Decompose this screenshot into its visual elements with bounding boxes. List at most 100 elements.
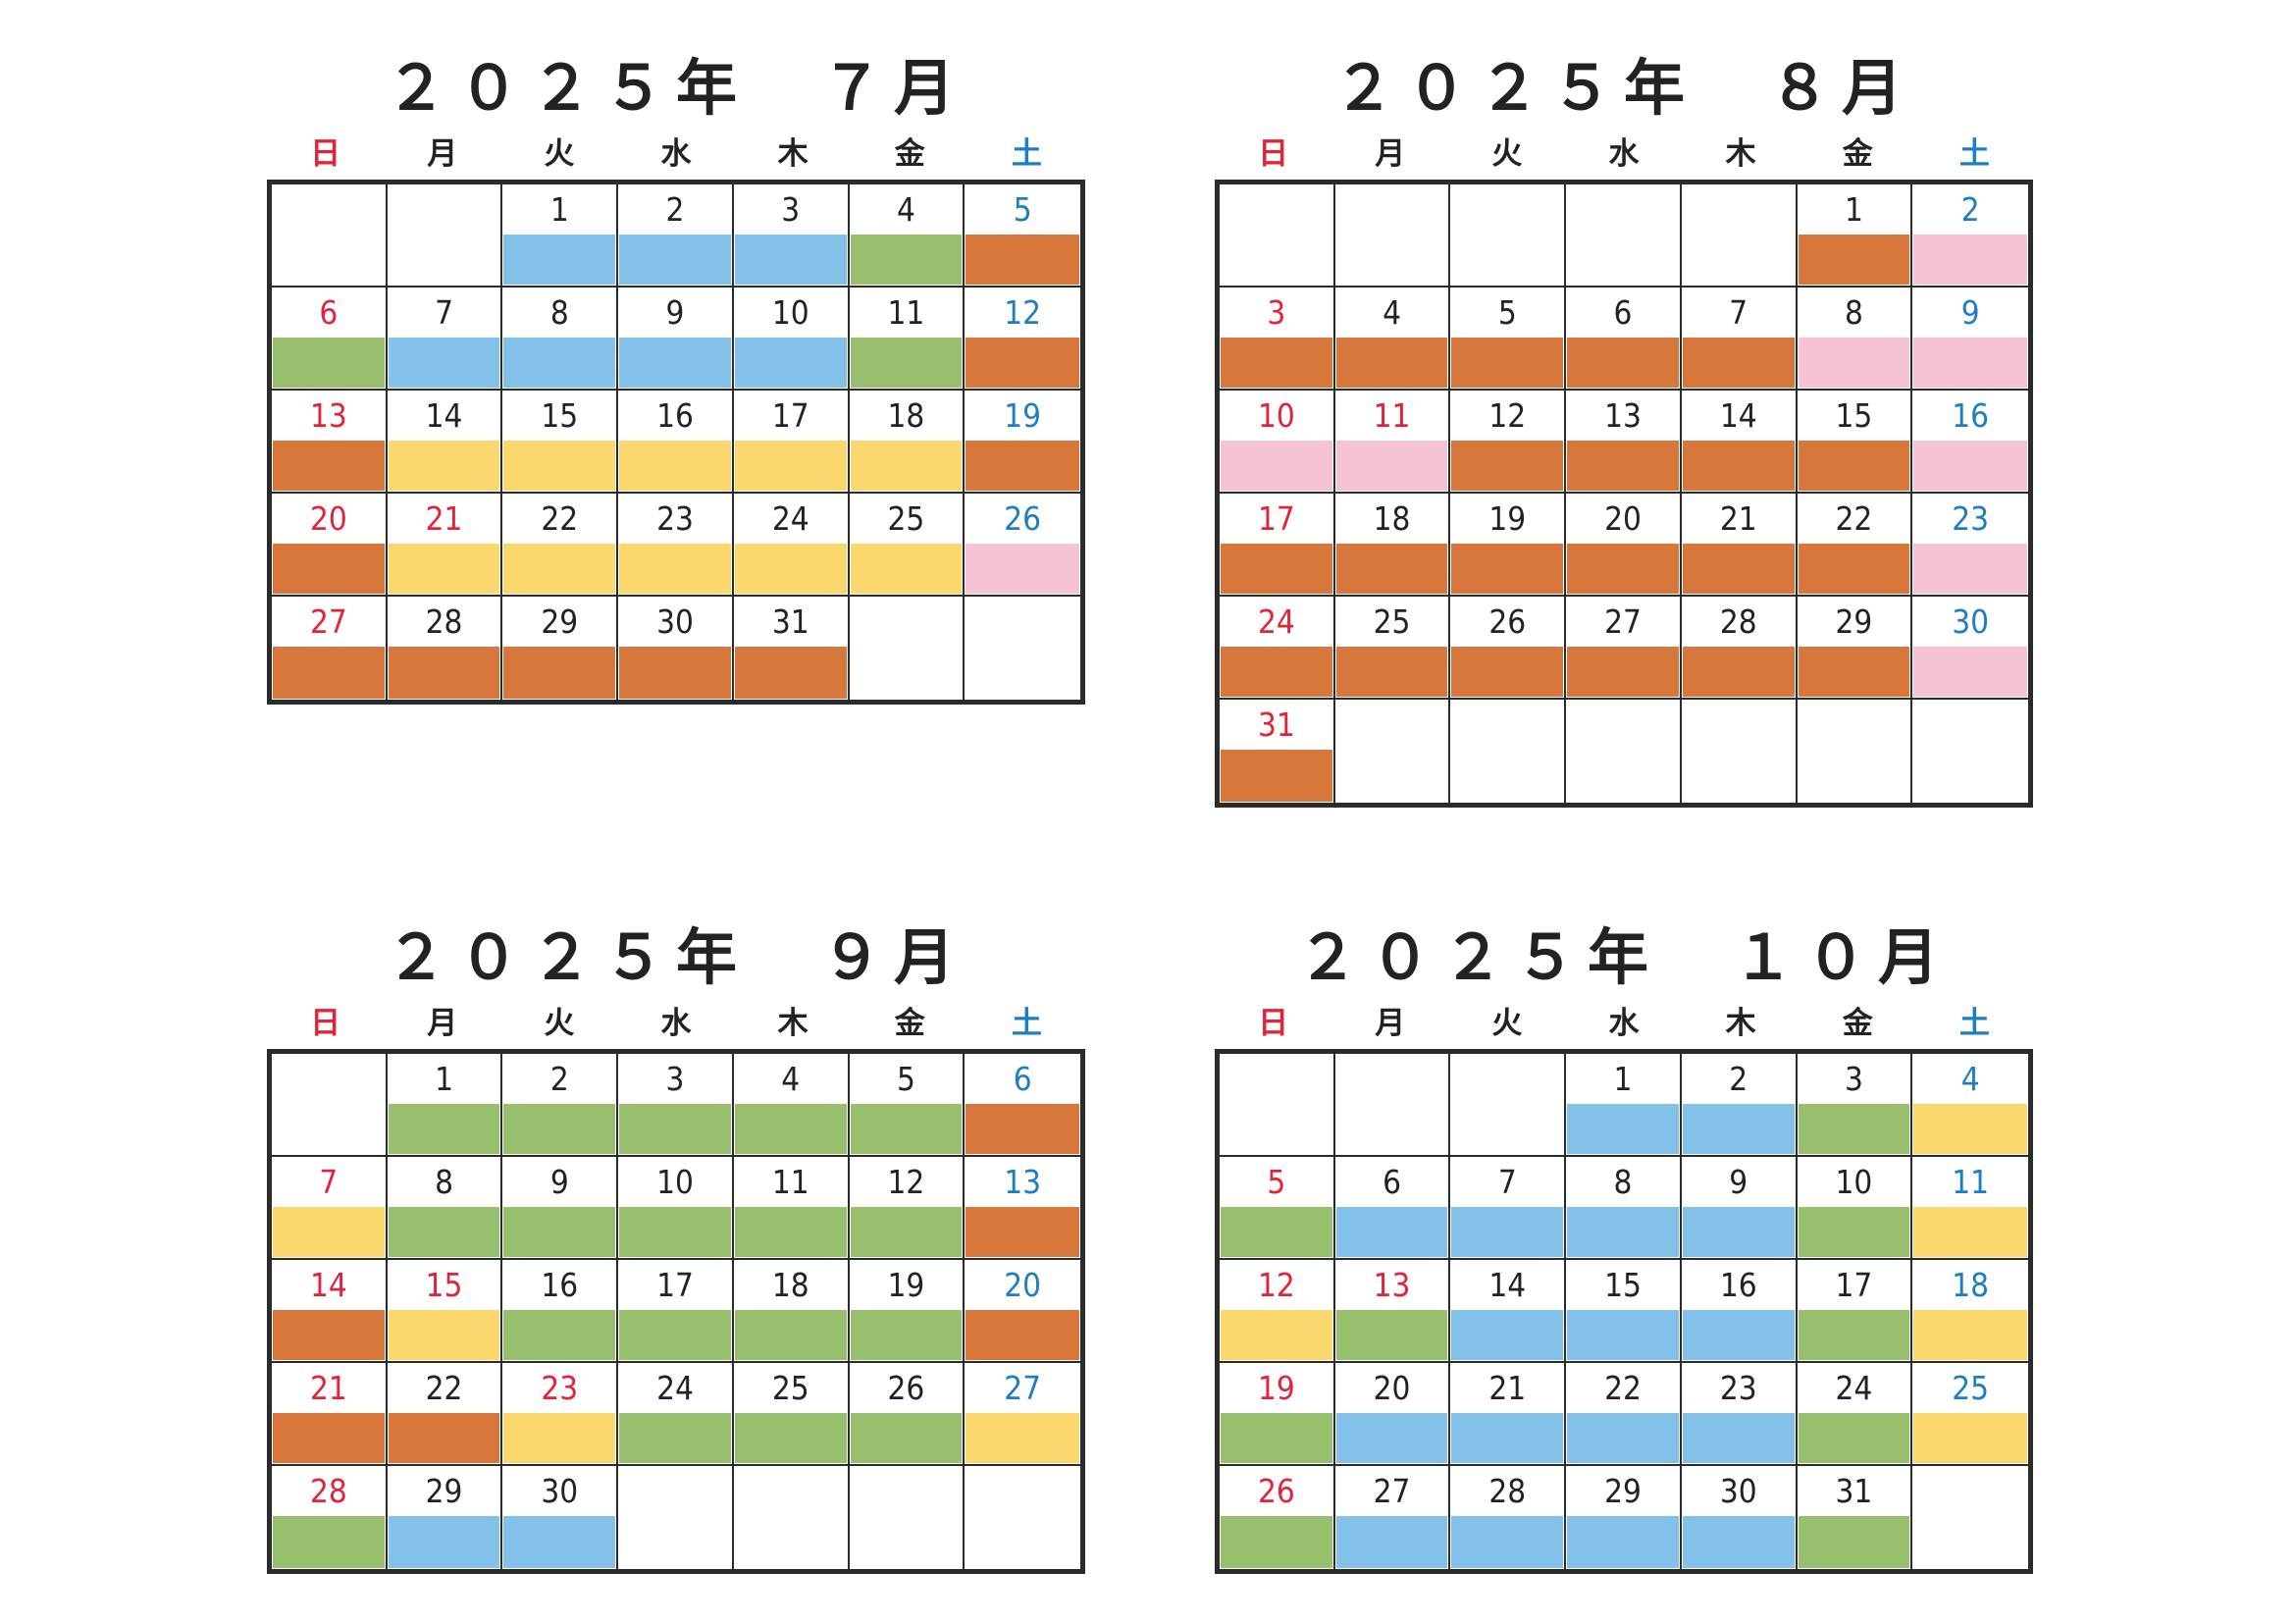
schedule-band — [1798, 1310, 1910, 1360]
day-cell: 25 — [733, 1363, 850, 1466]
day-cell: 7 — [387, 288, 503, 391]
day-cell: 6 — [1566, 288, 1682, 391]
day-number: 18 — [887, 396, 925, 435]
weekday-label: 月 — [427, 1006, 458, 1041]
empty-cell — [965, 1466, 1080, 1569]
schedule-band — [734, 235, 847, 285]
day-cell: 24 — [618, 1363, 734, 1466]
day-number: 3 — [665, 1060, 685, 1098]
empty-cell — [965, 597, 1080, 700]
day-cell: 11 — [1912, 1157, 2028, 1260]
weekday-label: 日 — [310, 136, 341, 172]
day-number: 9 — [665, 293, 685, 332]
day-cell: 21 — [272, 1363, 388, 1466]
schedule-band — [1682, 544, 1795, 594]
day-cell: 27 — [965, 1363, 1080, 1466]
weekday-label: 水 — [660, 136, 692, 172]
day-cell: 1 — [1566, 1054, 1682, 1157]
schedule-band — [388, 1413, 500, 1463]
day-number: 10 — [1257, 396, 1295, 435]
day-cell: 17 — [733, 391, 850, 494]
weekday-label: 火 — [544, 1006, 575, 1041]
weekday-label: 木 — [1725, 1006, 1756, 1041]
day-cell: 23 — [502, 1363, 619, 1466]
day-cell: 12 — [1450, 391, 1567, 494]
day-number: 15 — [541, 396, 579, 435]
weekday-label: 金 — [1842, 1006, 1873, 1041]
day-number: 21 — [1719, 499, 1757, 538]
weekday-label: 土 — [1958, 136, 1990, 172]
day-cell: 13 — [272, 391, 388, 494]
day-number: 23 — [1719, 1369, 1757, 1407]
day-cell: 23 — [1681, 1363, 1798, 1466]
schedule-band — [850, 338, 963, 388]
day-cell: 15 — [1797, 391, 1913, 494]
day-cell: 4 — [849, 184, 965, 288]
weekday-label: 月 — [1375, 136, 1406, 172]
day-number: 3 — [1267, 293, 1286, 332]
empty-cell — [272, 1054, 388, 1157]
schedule-band — [734, 441, 847, 491]
schedule-band — [850, 1310, 963, 1360]
day-number: 31 — [1257, 706, 1295, 744]
day-cell: 2 — [1681, 1054, 1798, 1157]
day-number: 9 — [549, 1163, 569, 1201]
schedule-band — [273, 1310, 385, 1360]
day-number: 9 — [1729, 1163, 1748, 1201]
schedule-band — [1682, 1207, 1795, 1257]
day-number: 14 — [309, 1266, 347, 1304]
day-number: 28 — [425, 602, 463, 641]
day-cell: 26 — [1220, 1466, 1335, 1569]
day-cell: 31 — [1798, 1466, 1913, 1569]
day-cell: 26 — [965, 494, 1080, 597]
schedule-band — [1798, 1207, 1910, 1257]
day-cell: 19 — [1450, 494, 1567, 597]
day-cell: 9 — [502, 1157, 619, 1260]
day-number: 4 — [1960, 1060, 1980, 1098]
schedule-band — [1913, 1310, 2027, 1360]
schedule-band — [503, 338, 616, 388]
weekday-label: 土 — [1011, 136, 1042, 172]
empty-cell — [1566, 184, 1682, 288]
schedule-band — [1798, 338, 1910, 388]
weekday-header: 日月火水木金土 — [1215, 1004, 2033, 1043]
day-number: 4 — [781, 1060, 801, 1098]
day-number: 14 — [425, 396, 463, 435]
schedule-band — [965, 1104, 1079, 1154]
day-cell: 2 — [502, 1054, 619, 1157]
day-number: 4 — [896, 190, 915, 229]
weekday-label: 水 — [1608, 1006, 1640, 1041]
empty-cell — [1335, 700, 1451, 803]
day-number: 30 — [656, 602, 694, 641]
schedule-band — [1567, 1310, 1679, 1360]
day-number: 12 — [887, 1163, 925, 1201]
schedule-band — [1682, 1413, 1795, 1463]
day-cell: 10 — [1220, 391, 1335, 494]
schedule-band — [965, 1413, 1079, 1463]
day-cell: 12 — [849, 1157, 965, 1260]
day-cell: 7 — [1450, 1157, 1567, 1260]
day-number: 14 — [1719, 396, 1757, 435]
schedule-band — [503, 647, 616, 699]
schedule-band — [273, 1413, 385, 1463]
schedule-band — [1682, 647, 1795, 697]
schedule-band — [1913, 544, 2027, 594]
day-cell: 22 — [1566, 1363, 1682, 1466]
day-number: 5 — [1267, 1163, 1286, 1201]
schedule-band — [1798, 1104, 1910, 1154]
day-number: 11 — [887, 293, 925, 332]
weekday-label: 金 — [1842, 136, 1873, 172]
day-cell: 13 — [1566, 391, 1682, 494]
schedule-band — [965, 338, 1079, 388]
day-cell: 18 — [1912, 1260, 2028, 1363]
schedule-band — [1682, 1310, 1795, 1360]
day-cell: 1 — [502, 184, 619, 288]
day-cell: 17 — [1797, 1260, 1913, 1363]
weekday-header: 日月火水木金土 — [267, 134, 1085, 174]
day-cell: 8 — [1797, 288, 1913, 391]
day-cell: 14 — [387, 391, 503, 494]
day-cell: 14 — [272, 1260, 388, 1363]
schedule-band — [1335, 1310, 1448, 1360]
day-cell: 30 — [1912, 597, 2028, 700]
weekday-label: 木 — [1725, 136, 1756, 172]
